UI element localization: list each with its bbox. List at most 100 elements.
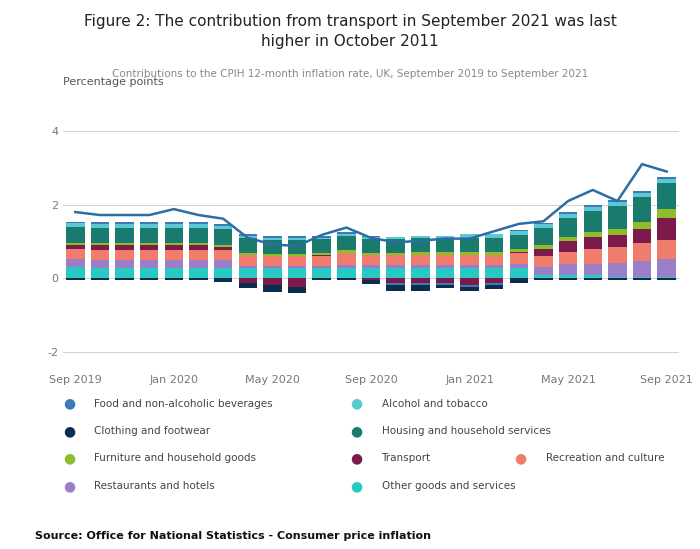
Bar xyxy=(485,255,503,265)
Bar xyxy=(386,283,405,285)
Bar xyxy=(386,278,405,283)
Bar xyxy=(140,268,158,278)
Bar xyxy=(116,228,134,243)
Bar xyxy=(140,228,158,243)
Bar xyxy=(461,252,479,255)
Bar xyxy=(510,268,528,278)
Bar xyxy=(263,238,281,240)
Bar xyxy=(411,255,430,265)
Bar xyxy=(116,278,134,280)
Bar xyxy=(189,268,208,278)
Bar xyxy=(461,234,479,238)
Bar xyxy=(608,236,626,247)
Bar xyxy=(288,238,307,240)
Bar xyxy=(559,241,578,251)
Bar xyxy=(510,278,528,283)
Bar xyxy=(164,260,183,268)
Text: ●: ● xyxy=(63,396,75,411)
Bar xyxy=(239,234,257,236)
Bar xyxy=(239,238,257,253)
Bar xyxy=(337,250,356,253)
Text: Figure 2: The contribution from transport in September 2021 was last
higher in O: Figure 2: The contribution from transpor… xyxy=(83,14,617,48)
Bar xyxy=(411,285,430,292)
Bar xyxy=(461,265,479,268)
Text: ●: ● xyxy=(350,451,362,466)
Bar xyxy=(263,240,281,254)
Bar xyxy=(189,224,208,228)
Bar xyxy=(657,177,676,180)
Bar xyxy=(189,222,208,224)
Bar xyxy=(435,265,454,268)
Bar xyxy=(461,287,479,292)
Bar xyxy=(559,274,578,278)
Bar xyxy=(608,278,626,280)
Bar xyxy=(239,283,257,288)
Bar xyxy=(140,260,158,268)
Bar xyxy=(263,278,281,285)
Bar xyxy=(633,243,651,261)
Bar xyxy=(559,217,578,237)
Bar xyxy=(214,260,232,268)
Bar xyxy=(164,222,183,224)
Text: Transport: Transport xyxy=(382,453,430,463)
Bar xyxy=(534,224,553,228)
Bar xyxy=(239,266,257,268)
Bar xyxy=(239,278,257,283)
Bar xyxy=(485,265,503,268)
Bar xyxy=(337,236,356,250)
Bar xyxy=(411,278,430,283)
Bar xyxy=(91,245,109,250)
Bar xyxy=(435,238,454,252)
Bar xyxy=(312,238,331,239)
Bar xyxy=(189,243,208,245)
Bar xyxy=(461,285,479,287)
Bar xyxy=(164,245,183,250)
Bar xyxy=(461,255,479,265)
Bar xyxy=(608,206,626,228)
Bar xyxy=(608,202,626,206)
Bar xyxy=(584,207,602,211)
Bar xyxy=(584,232,602,237)
Bar xyxy=(584,237,602,249)
Bar xyxy=(608,247,626,262)
Text: ●: ● xyxy=(63,424,75,438)
Bar xyxy=(312,256,331,266)
Bar xyxy=(534,267,553,274)
Bar xyxy=(608,228,626,236)
Bar xyxy=(66,278,85,280)
Bar xyxy=(91,260,109,268)
Bar xyxy=(633,277,651,278)
Bar xyxy=(584,249,602,264)
Bar xyxy=(485,234,503,238)
Bar xyxy=(288,266,307,268)
Bar xyxy=(657,277,676,278)
Text: ●: ● xyxy=(63,479,75,493)
Text: Restaurants and hotels: Restaurants and hotels xyxy=(94,481,216,491)
Bar xyxy=(362,239,380,253)
Bar xyxy=(435,278,454,283)
Bar xyxy=(534,228,553,244)
Bar xyxy=(534,274,553,278)
Bar xyxy=(66,249,85,259)
Bar xyxy=(312,255,331,256)
Text: ●: ● xyxy=(350,424,362,438)
Bar xyxy=(559,214,578,217)
Bar xyxy=(214,247,232,250)
Bar xyxy=(461,238,479,252)
Bar xyxy=(263,268,281,278)
Bar xyxy=(657,210,676,219)
Text: Furniture and household goods: Furniture and household goods xyxy=(94,453,256,463)
Bar xyxy=(411,268,430,278)
Bar xyxy=(116,224,134,228)
Bar xyxy=(608,200,626,202)
Bar xyxy=(239,236,257,238)
Bar xyxy=(386,268,405,278)
Bar xyxy=(657,259,676,277)
Bar xyxy=(485,238,503,252)
Bar xyxy=(435,236,454,238)
Bar xyxy=(91,222,109,224)
Bar xyxy=(435,283,454,285)
Bar xyxy=(362,265,380,268)
Bar xyxy=(584,205,602,207)
Bar xyxy=(140,245,158,250)
